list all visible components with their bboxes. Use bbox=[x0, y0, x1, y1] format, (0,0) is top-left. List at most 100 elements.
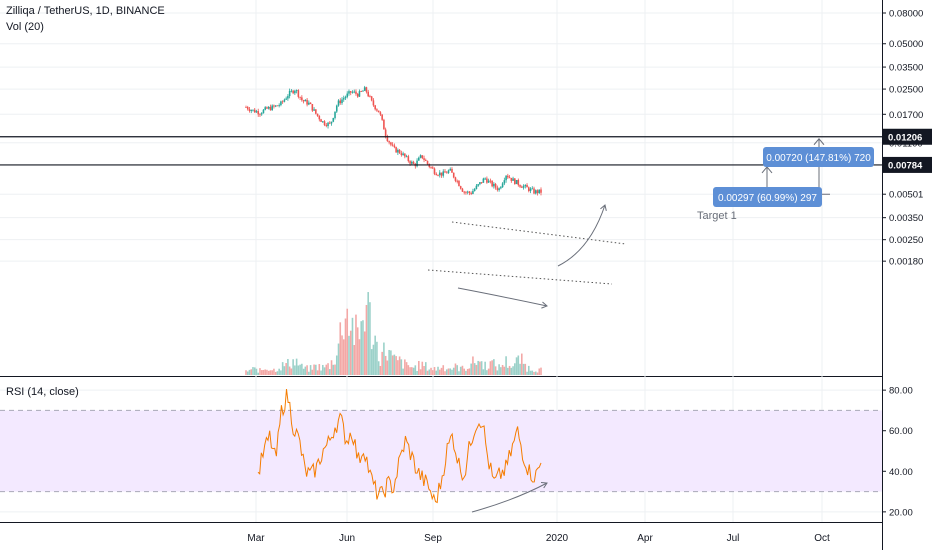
candle-body bbox=[522, 186, 525, 188]
volume-bar bbox=[356, 327, 359, 375]
volume-bar bbox=[536, 372, 539, 375]
volume-bar bbox=[335, 355, 338, 375]
volume-bar bbox=[424, 362, 427, 375]
volume-bar bbox=[381, 351, 383, 375]
candle-body bbox=[452, 172, 455, 178]
volume-bar bbox=[348, 335, 350, 375]
candle-body bbox=[253, 109, 256, 113]
volume-bar bbox=[456, 365, 459, 375]
candle-body bbox=[480, 182, 483, 183]
candle-body bbox=[346, 93, 349, 97]
price-tick-label: 0.00350 bbox=[889, 213, 923, 224]
rsi-pane bbox=[0, 388, 882, 504]
candle-body bbox=[334, 111, 336, 118]
candle-body bbox=[477, 184, 479, 186]
candle-body bbox=[395, 147, 397, 153]
volume-bar bbox=[245, 370, 247, 375]
candle-body bbox=[327, 122, 329, 127]
candle-body bbox=[459, 186, 462, 189]
volume-bar bbox=[491, 360, 493, 375]
candle-body bbox=[332, 117, 335, 122]
volume-bar bbox=[479, 361, 481, 375]
candle-body bbox=[411, 161, 413, 164]
volume-bar bbox=[313, 364, 315, 375]
candle-body bbox=[260, 113, 263, 115]
candle-body bbox=[473, 189, 476, 192]
volume-bar bbox=[391, 355, 394, 375]
candle-body bbox=[297, 90, 300, 97]
volume-bar bbox=[512, 366, 514, 375]
volume-bar bbox=[325, 364, 328, 375]
candle-body bbox=[515, 179, 518, 185]
volume-bar bbox=[534, 371, 537, 375]
candle-body bbox=[262, 109, 265, 114]
candle-body bbox=[433, 168, 436, 174]
candle-body bbox=[351, 91, 354, 93]
candle-body bbox=[440, 172, 443, 176]
candle-body bbox=[534, 190, 537, 194]
volume-bar bbox=[362, 320, 364, 375]
volume-bar bbox=[353, 345, 356, 375]
candle-body bbox=[472, 191, 474, 194]
volume-bar bbox=[421, 361, 424, 375]
volume-bar bbox=[482, 369, 485, 375]
volume-bar bbox=[493, 359, 495, 375]
volume-bar bbox=[297, 365, 300, 375]
volume-bar bbox=[412, 367, 415, 375]
candle-body bbox=[412, 161, 415, 164]
arrow-down-trend-head bbox=[541, 301, 548, 309]
volume-bar bbox=[475, 364, 478, 375]
volume-bar bbox=[510, 367, 513, 375]
volume-bar bbox=[437, 366, 439, 375]
candle-body bbox=[246, 107, 249, 110]
volume-bar bbox=[451, 369, 453, 375]
rsi-tick-label: 40.00 bbox=[889, 467, 913, 478]
candle-body bbox=[540, 189, 542, 193]
rsi-tick-label: 80.00 bbox=[889, 386, 913, 397]
price-tick-label: 0.02500 bbox=[889, 85, 923, 96]
candle-body bbox=[383, 119, 385, 130]
candle-body bbox=[404, 153, 406, 157]
candle-body bbox=[465, 192, 467, 194]
candle-body bbox=[355, 91, 357, 94]
rsi-tick-label: 20.00 bbox=[889, 507, 913, 518]
candle-body bbox=[322, 121, 324, 123]
candle-body bbox=[505, 175, 507, 181]
candle-body bbox=[274, 105, 277, 107]
candle-body bbox=[308, 102, 310, 105]
volume-bar bbox=[302, 368, 305, 375]
arrow-down-trend bbox=[457, 287, 548, 307]
candle-body bbox=[454, 177, 457, 181]
volume-bar bbox=[438, 369, 441, 375]
volume-bar bbox=[283, 366, 286, 375]
volume-bar bbox=[540, 367, 542, 375]
candle-body bbox=[337, 100, 340, 106]
candle-body bbox=[377, 110, 380, 113]
volume-bar bbox=[435, 370, 438, 375]
volume-bar bbox=[346, 308, 349, 375]
volume-bar bbox=[507, 367, 509, 375]
volume-bar bbox=[524, 363, 527, 375]
candle-body bbox=[426, 160, 429, 165]
volume-bar bbox=[472, 356, 474, 375]
volume-bar bbox=[311, 369, 314, 375]
candle-body bbox=[416, 160, 418, 167]
candle-body bbox=[409, 161, 411, 164]
candle-body bbox=[292, 90, 294, 94]
volume-bar bbox=[276, 371, 279, 375]
candle-body bbox=[304, 99, 307, 102]
volume-bar bbox=[369, 302, 371, 375]
candle-body bbox=[514, 178, 516, 185]
candle-body bbox=[503, 180, 506, 184]
volume-bar bbox=[452, 367, 455, 375]
candle-body bbox=[344, 96, 347, 99]
candle-body bbox=[374, 105, 376, 110]
volume-bar bbox=[260, 370, 263, 375]
candle-body bbox=[360, 91, 363, 92]
level-label: 0.00784 bbox=[888, 160, 923, 171]
candle-body bbox=[250, 110, 253, 112]
volume-bar bbox=[431, 370, 434, 375]
volume-bar bbox=[360, 321, 363, 375]
volume-bar bbox=[418, 360, 420, 375]
volume-bar bbox=[316, 370, 319, 375]
